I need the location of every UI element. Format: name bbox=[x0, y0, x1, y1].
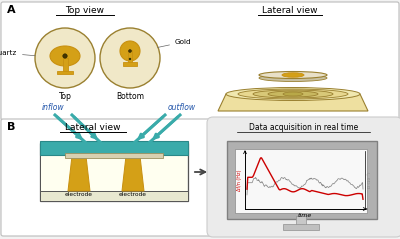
Text: Lateral view: Lateral view bbox=[65, 123, 121, 132]
Text: outflow: outflow bbox=[168, 103, 196, 112]
Bar bbox=[41, 153, 187, 191]
Ellipse shape bbox=[238, 89, 348, 99]
Text: time: time bbox=[298, 213, 312, 218]
FancyBboxPatch shape bbox=[1, 119, 399, 236]
Text: inflow: inflow bbox=[42, 103, 64, 112]
Text: Lateral view: Lateral view bbox=[262, 6, 318, 15]
Ellipse shape bbox=[282, 73, 304, 77]
Bar bbox=[62, 58, 68, 72]
Bar bbox=[57, 71, 73, 74]
Bar bbox=[283, 224, 319, 230]
Circle shape bbox=[128, 49, 132, 53]
Bar bbox=[40, 191, 188, 201]
Circle shape bbox=[100, 28, 160, 88]
Bar bbox=[235, 149, 367, 213]
Text: electrode: electrode bbox=[65, 192, 93, 197]
FancyBboxPatch shape bbox=[1, 2, 399, 120]
Text: Gold: Gold bbox=[158, 39, 192, 47]
Text: Data acquisition in real time: Data acquisition in real time bbox=[249, 123, 359, 132]
Ellipse shape bbox=[268, 91, 318, 97]
Text: Top: Top bbox=[58, 92, 72, 101]
Circle shape bbox=[35, 28, 95, 88]
Bar bbox=[65, 153, 163, 158]
Text: D (10⁻⁶): D (10⁻⁶) bbox=[368, 172, 372, 188]
Polygon shape bbox=[122, 156, 144, 191]
Ellipse shape bbox=[283, 92, 303, 96]
Bar bbox=[123, 62, 137, 66]
Text: Bottom: Bottom bbox=[116, 92, 144, 101]
FancyBboxPatch shape bbox=[207, 117, 400, 237]
Circle shape bbox=[129, 58, 131, 60]
Text: Top view: Top view bbox=[66, 6, 104, 15]
Polygon shape bbox=[218, 94, 368, 111]
Circle shape bbox=[63, 54, 67, 58]
Bar bbox=[296, 216, 306, 226]
Ellipse shape bbox=[259, 75, 327, 81]
Circle shape bbox=[120, 41, 140, 61]
Polygon shape bbox=[68, 156, 90, 191]
Ellipse shape bbox=[50, 46, 80, 66]
Bar bbox=[40, 143, 188, 201]
Text: Quartz: Quartz bbox=[0, 50, 35, 56]
Text: B: B bbox=[7, 122, 15, 132]
Ellipse shape bbox=[259, 71, 327, 78]
Bar bbox=[40, 141, 188, 155]
Text: A: A bbox=[7, 5, 16, 15]
Text: Δf/n (Hz): Δf/n (Hz) bbox=[236, 169, 242, 191]
Text: electrode: electrode bbox=[119, 192, 147, 197]
Bar bbox=[227, 141, 377, 219]
Bar bbox=[128, 50, 132, 63]
Ellipse shape bbox=[226, 87, 360, 101]
Ellipse shape bbox=[253, 90, 333, 98]
